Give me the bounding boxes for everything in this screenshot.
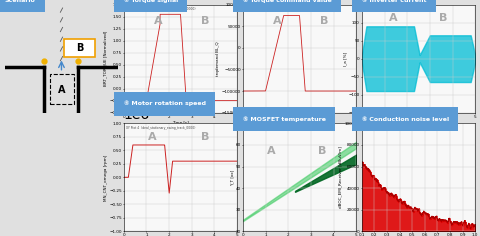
Text: A: A — [389, 13, 398, 23]
Text: A: A — [148, 132, 156, 142]
Text: ① Torque signal: ① Torque signal — [124, 0, 178, 3]
Y-axis label: I_a [%]: I_a [%] — [343, 52, 347, 66]
Text: ③ Inverter current: ③ Inverter current — [362, 0, 426, 3]
Y-axis label: dBOC_EMI_Receiver [dBuV/m]: dBOC_EMI_Receiver [dBuV/m] — [339, 146, 343, 208]
Text: XY Plot 1  (deal_stationary_swing_track_0FX): XY Plot 1 (deal_stationary_swing_track_0… — [245, 126, 312, 130]
Text: XY Plot 5  (deal_stationary_swing_track_0000): XY Plot 5 (deal_stationary_swing_track_0… — [126, 7, 195, 11]
Text: XY Plot 2  (deal_stationary_swing_track_0000): XY Plot 2 (deal_stationary_swing_track_0… — [364, 7, 433, 11]
Text: ② Torque command value: ② Torque command value — [243, 0, 332, 3]
Y-axis label: Y_T [oc]: Y_T [oc] — [230, 169, 234, 185]
Text: B: B — [320, 16, 329, 26]
X-axis label: Time [s]: Time [s] — [172, 120, 189, 124]
X-axis label: Time [s]: Time [s] — [410, 120, 427, 124]
X-axis label: Time [s]: Time [s] — [291, 120, 308, 124]
Text: B: B — [439, 13, 448, 23]
Text: B: B — [201, 132, 210, 142]
Text: A: A — [273, 16, 281, 26]
Text: B: B — [76, 43, 84, 53]
Text: XY Plot 4  (deal_stationary_swing_track_0000): XY Plot 4 (deal_stationary_swing_track_0… — [126, 126, 195, 130]
Text: ⑥ Conduction noise level: ⑥ Conduction noise level — [362, 117, 449, 122]
Text: XY Plot 12_1: XY Plot 12_1 — [364, 126, 383, 130]
FancyBboxPatch shape — [64, 39, 96, 56]
Text: A: A — [58, 85, 66, 95]
Text: A: A — [267, 146, 276, 156]
Y-axis label: BRT_TORQUE [Normalized]: BRT_TORQUE [Normalized] — [104, 31, 108, 86]
Y-axis label: MN_CNT_omega [rpm]: MN_CNT_omega [rpm] — [104, 154, 108, 201]
Text: B: B — [201, 16, 210, 26]
Text: XY Plot 1B  (deal_stationary_swing_track_0000): XY Plot 1B (deal_stationary_swing_track_… — [245, 7, 316, 11]
Text: A: A — [154, 16, 162, 26]
Text: ④ Motor rotation speed: ④ Motor rotation speed — [124, 101, 206, 106]
Text: B: B — [318, 146, 326, 156]
Text: ⑤ MOSFET temperature: ⑤ MOSFET temperature — [243, 116, 326, 122]
Y-axis label: trqdemand BL_Q: trqdemand BL_Q — [216, 41, 220, 76]
Text: Scenario: Scenario — [5, 0, 36, 3]
